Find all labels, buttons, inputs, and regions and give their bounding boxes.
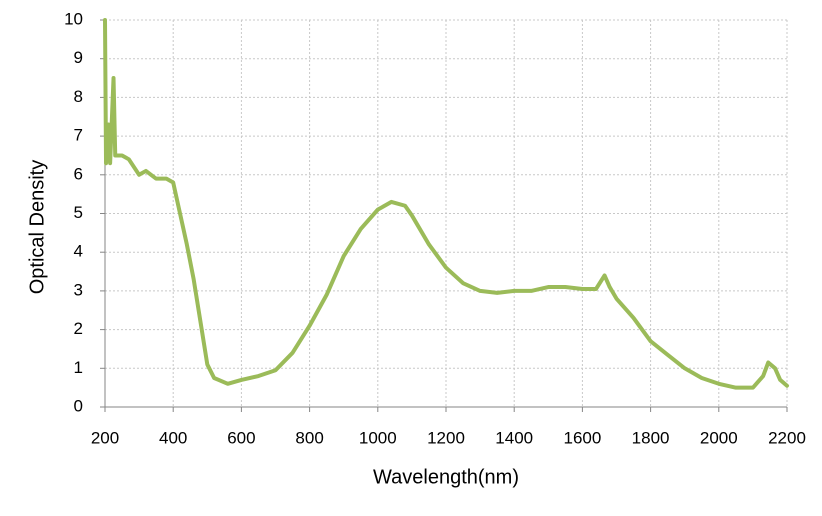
y-tick-label: 9 bbox=[74, 48, 83, 67]
x-tick-label: 200 bbox=[91, 428, 119, 447]
y-tick-label: 7 bbox=[74, 126, 83, 145]
y-tick-label: 6 bbox=[74, 164, 83, 183]
y-tick-label: 0 bbox=[74, 396, 83, 415]
x-tick-label: 1400 bbox=[495, 428, 533, 447]
x-tick-label: 800 bbox=[295, 428, 323, 447]
y-axis-label: Optical Density bbox=[26, 160, 48, 295]
x-tick-label: 1600 bbox=[563, 428, 601, 447]
data-line bbox=[103, 18, 789, 390]
y-tick-label: 5 bbox=[74, 203, 83, 222]
y-tick-label: 10 bbox=[64, 9, 83, 28]
y-tick-label: 8 bbox=[74, 87, 83, 106]
x-tick-label: 400 bbox=[159, 428, 187, 447]
y-tick-label: 2 bbox=[74, 319, 83, 338]
x-tick-label: 600 bbox=[227, 428, 255, 447]
x-tick-label: 1000 bbox=[359, 428, 397, 447]
x-tick-label: 2200 bbox=[768, 428, 806, 447]
y-tick-label: 3 bbox=[74, 280, 83, 299]
y-tick-label: 1 bbox=[74, 358, 83, 377]
x-axis-label: Wavelength(nm) bbox=[373, 466, 519, 488]
y-tick-label: 4 bbox=[74, 242, 83, 261]
x-tick-label: 1200 bbox=[427, 428, 465, 447]
x-tick-label: 1800 bbox=[632, 428, 670, 447]
x-tick-label: 2000 bbox=[700, 428, 738, 447]
